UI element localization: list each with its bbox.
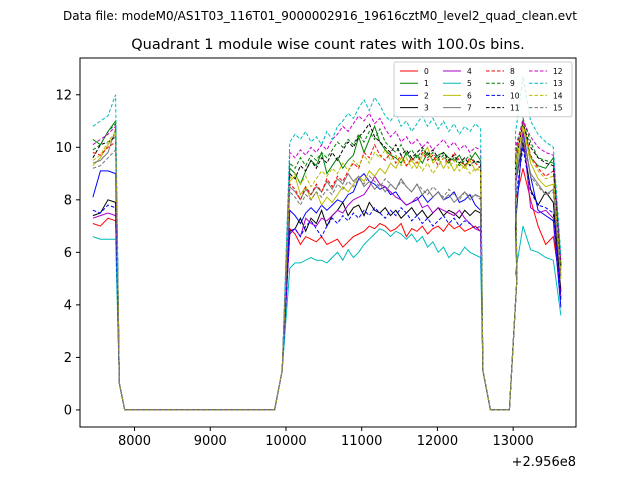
legend-label-2: 2 bbox=[424, 91, 429, 100]
x-tick-label: 10000 bbox=[265, 434, 306, 449]
series-line-10 bbox=[92, 147, 562, 411]
x-tick-label: 9000 bbox=[194, 434, 227, 449]
y-tick-label: 0 bbox=[64, 403, 72, 418]
legend-label-5: 5 bbox=[467, 79, 472, 88]
y-axis: 0 2 4 6 8 10 12 bbox=[55, 88, 80, 418]
legend-label-15: 15 bbox=[553, 104, 563, 113]
legend-label-7: 7 bbox=[467, 104, 472, 113]
plot-frame bbox=[79, 57, 577, 428]
x-tick-label: 13000 bbox=[492, 434, 533, 449]
legend-label-14: 14 bbox=[553, 91, 563, 100]
legend-box bbox=[393, 61, 573, 118]
series-line-13 bbox=[92, 76, 562, 411]
series-line-15 bbox=[92, 139, 562, 411]
series-line-0 bbox=[92, 168, 562, 411]
legend-label-10: 10 bbox=[510, 91, 520, 100]
x-tick-label: 8000 bbox=[118, 434, 151, 449]
chart-suptitle: Data file: modeM0/AS1T03_116T01_90000029… bbox=[63, 9, 577, 23]
series-line-8 bbox=[92, 120, 562, 411]
series-line-5 bbox=[92, 225, 562, 411]
x-axis: 8000 9000 10000 11000 12000 13000 bbox=[118, 427, 534, 449]
legend-label-12: 12 bbox=[553, 67, 563, 76]
series-line-1 bbox=[92, 119, 562, 411]
chart-title: Quadrant 1 module wise count rates with … bbox=[131, 37, 525, 53]
series-line-7 bbox=[92, 128, 562, 411]
legend-label-8: 8 bbox=[510, 67, 515, 76]
legend-label-1: 1 bbox=[424, 79, 429, 88]
x-offset-label: +2.956e8 bbox=[512, 455, 576, 470]
series-layer bbox=[92, 76, 562, 411]
legend-label-9: 9 bbox=[510, 79, 515, 88]
y-tick-label: 10 bbox=[55, 141, 72, 156]
legend-label-3: 3 bbox=[424, 104, 429, 113]
series-line-11 bbox=[92, 121, 562, 411]
x-tick-label: 11000 bbox=[341, 434, 382, 449]
series-line-14 bbox=[92, 123, 562, 411]
y-tick-label: 2 bbox=[64, 351, 72, 366]
legend-label-6: 6 bbox=[467, 91, 472, 100]
series-line-6 bbox=[92, 126, 562, 411]
legend-label-0: 0 bbox=[424, 67, 429, 76]
y-tick-label: 4 bbox=[64, 298, 72, 313]
legend-label-11: 11 bbox=[510, 104, 520, 113]
y-tick-label: 6 bbox=[64, 246, 72, 261]
legend-label-4: 4 bbox=[467, 67, 472, 76]
y-tick-label: 12 bbox=[55, 88, 72, 103]
y-tick-label: 8 bbox=[64, 193, 72, 208]
series-line-9 bbox=[92, 116, 562, 411]
x-tick-label: 12000 bbox=[417, 434, 458, 449]
legend-label-13: 13 bbox=[553, 79, 563, 88]
